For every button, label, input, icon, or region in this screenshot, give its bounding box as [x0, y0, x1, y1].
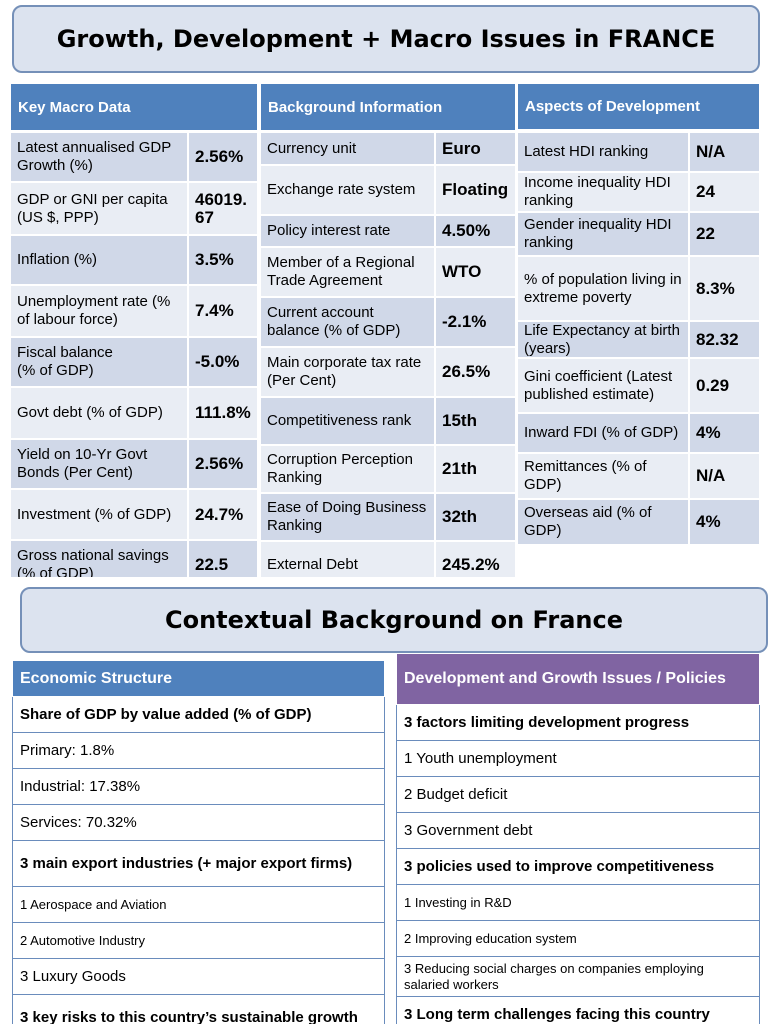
- data-table: Key Macro Data Latest annualised GDP Grow…: [10, 83, 258, 577]
- row-label: Life Expectancy at birth (years): [517, 321, 689, 358]
- panel-header: Development and Growth Issues / Policies: [396, 653, 760, 705]
- context-panel: Economic Structure Share of GDP by value …: [12, 660, 385, 1024]
- group-heading: 3 policies used to improve competitivene…: [396, 849, 760, 885]
- data-table: Aspects of Development Latest HDI ranking…: [517, 83, 760, 577]
- group-heading: 3 factors limiting development progress: [396, 705, 760, 741]
- group-item: 3 Reducing social charges on companies e…: [396, 957, 760, 997]
- row-value: 21th: [435, 445, 516, 493]
- row-value: 8.3%: [689, 256, 760, 321]
- group-item: 2 Improving education system: [396, 921, 760, 957]
- row-label: Unemployment rate (% of labour force): [10, 285, 188, 337]
- row-value: 111.8%: [188, 387, 258, 439]
- group-heading: Share of GDP by value added (% of GDP): [12, 697, 385, 733]
- group-heading: 3 key risks to this country’s sustainabl…: [12, 995, 385, 1024]
- group-item: 2 Automotive Industry: [12, 923, 385, 959]
- row-value: 7.4%: [188, 285, 258, 337]
- row-label: Current account balance (% of GDP): [260, 297, 435, 347]
- row-label: Overseas aid (% of GDP): [517, 499, 689, 545]
- row-value: 32th: [435, 493, 516, 541]
- row-value: 2.56%: [188, 439, 258, 489]
- group-item: Industrial: 17.38%: [12, 769, 385, 805]
- group-item: 2 Budget deficit: [396, 777, 760, 813]
- panel-header: Economic Structure: [12, 660, 385, 697]
- table-header: Aspects of Development: [517, 83, 760, 130]
- group-item: 3 Government debt: [396, 813, 760, 849]
- group-item: 1 Aerospace and Aviation: [12, 887, 385, 923]
- row-label: Policy interest rate: [260, 215, 435, 247]
- row-value: 245.2%: [435, 541, 516, 577]
- row-value: 22: [689, 212, 760, 256]
- row-label: Investment (% of GDP): [10, 489, 188, 540]
- row-value: 26.5%: [435, 347, 516, 397]
- row-value: N/A: [689, 132, 760, 172]
- row-value: 15th: [435, 397, 516, 445]
- row-label: Gender inequality HDI ranking: [517, 212, 689, 256]
- row-label: Govt debt (% of GDP): [10, 387, 188, 439]
- row-label: Inflation (%): [10, 235, 188, 285]
- row-label: Income inequality HDI ranking: [517, 172, 689, 212]
- row-value: -2.1%: [435, 297, 516, 347]
- row-label: Main corporate tax rate (Per Cent): [260, 347, 435, 397]
- group-item: 3 Luxury Goods: [12, 959, 385, 995]
- row-label: GDP or GNI per capita (US $, PPP): [10, 182, 188, 235]
- row-label: Ease of Doing Business Ranking: [260, 493, 435, 541]
- table-header: Key Macro Data: [10, 83, 258, 131]
- row-value: N/A: [689, 453, 760, 499]
- row-label: Fiscal balance (% of GDP): [10, 337, 188, 387]
- row-value: 46019.67: [188, 182, 258, 235]
- title-box: Growth, Development + Macro Issues in FR…: [12, 5, 760, 73]
- row-value: -5.0%: [188, 337, 258, 387]
- row-label: Remittances (% of GDP): [517, 453, 689, 499]
- context-panel: Development and Growth Issues / Policies…: [396, 653, 760, 1024]
- table-header: Background Information: [260, 83, 516, 131]
- row-value: 4.50%: [435, 215, 516, 247]
- group-item: Primary: 1.8%: [12, 733, 385, 769]
- row-value: Euro: [435, 132, 516, 165]
- row-value: WTO: [435, 247, 516, 297]
- group-item: Services: 70.32%: [12, 805, 385, 841]
- row-value: 82.32: [689, 321, 760, 358]
- page-title: Growth, Development + Macro Issues in FR…: [56, 25, 716, 53]
- row-value: Floating: [435, 165, 516, 215]
- row-label: Member of a Regional Trade Agreement: [260, 247, 435, 297]
- row-value: 2.56%: [188, 132, 258, 182]
- row-label: Currency unit: [260, 132, 435, 165]
- row-label: Exchange rate system: [260, 165, 435, 215]
- row-label: Latest HDI ranking: [517, 132, 689, 172]
- data-table: Background Information Currency unit Euro E…: [260, 83, 516, 577]
- row-label: Yield on 10-Yr Govt Bonds (Per Cent): [10, 439, 188, 489]
- group-heading: 3 Long term challenges facing this count…: [396, 997, 760, 1024]
- row-value: 22.5: [188, 540, 258, 577]
- context-title-box: Contextual Background on France: [20, 587, 768, 653]
- row-label: Latest annualised GDP Growth (%): [10, 132, 188, 182]
- row-value: 3.5%: [188, 235, 258, 285]
- row-value: 0.29: [689, 358, 760, 413]
- row-value: 24.7%: [188, 489, 258, 540]
- row-label: Corruption Perception Ranking: [260, 445, 435, 493]
- group-item: 1 Investing in R&D: [396, 885, 760, 921]
- row-value: 24: [689, 172, 760, 212]
- row-value: 4%: [689, 499, 760, 545]
- row-value: 4%: [689, 413, 760, 453]
- row-label: External Debt: [260, 541, 435, 577]
- row-label: Inward FDI (% of GDP): [517, 413, 689, 453]
- row-label: Competitiveness rank: [260, 397, 435, 445]
- context-title: Contextual Background on France: [164, 606, 624, 634]
- row-label: Gini coefficient (Latest published estim…: [517, 358, 689, 413]
- group-item: 1 Youth unemployment: [396, 741, 760, 777]
- row-label: Gross national savings (% of GDP): [10, 540, 188, 577]
- group-heading: 3 main export industries (+ major export…: [12, 841, 385, 887]
- row-label: % of population living in extreme povert…: [517, 256, 689, 321]
